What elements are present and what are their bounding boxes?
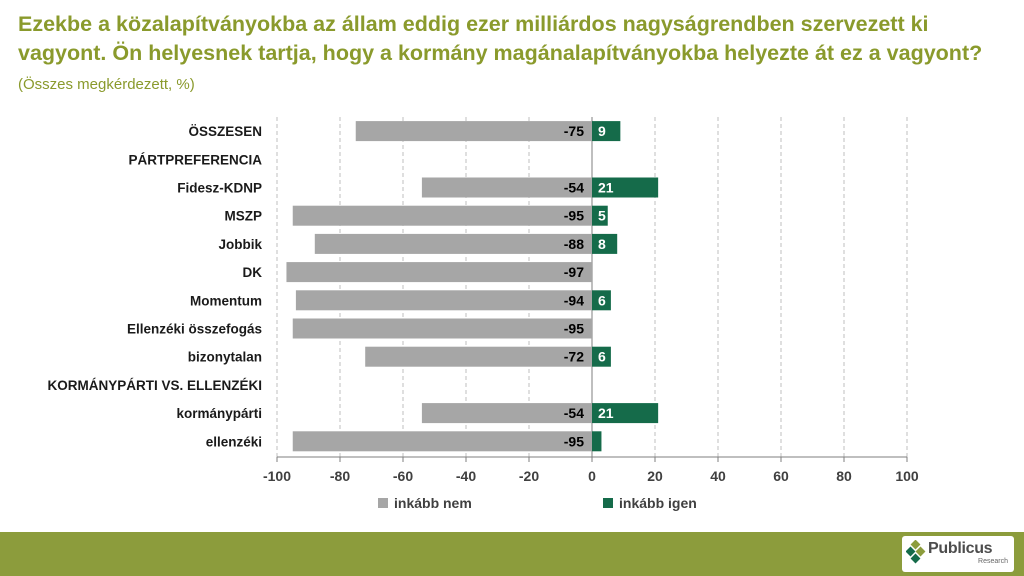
category-label: MSZP: [224, 209, 262, 224]
data-label-inkabb-igen: 21: [598, 405, 614, 421]
data-label-inkabb-igen: 8: [598, 236, 606, 252]
bar-inkabb-nem: [292, 205, 592, 226]
data-label-inkabb-nem: -88: [564, 236, 584, 252]
diverging-bar-chart: -100 -80 -60 -40 -20 0 20 40 60 80 100 ÖSSZESEN -75 9…: [47, 117, 919, 511]
x-tick-label: -20: [519, 468, 539, 484]
category-label: ellenzéki: [206, 434, 262, 449]
chart-title: Ezekbe a közalapítványokba az állam eddi…: [18, 10, 1008, 99]
category-label: KORMÁNYPÁRTI VS. ELLENZÉKI: [47, 378, 262, 393]
bar-inkabb-igen: [592, 346, 611, 367]
data-label-inkabb-nem: -54: [564, 180, 584, 196]
data-label-inkabb-igen: 5: [598, 208, 606, 224]
publicus-logo-icon: [906, 540, 926, 564]
category-label: Momentum: [190, 293, 262, 308]
x-tick-label: -80: [330, 468, 350, 484]
x-tick-label: -40: [456, 468, 476, 484]
bar-inkabb-nem: [295, 290, 592, 311]
data-label-inkabb-nem: -95: [564, 208, 584, 224]
footer-band: [0, 532, 1024, 576]
x-tick-label: 0: [588, 468, 596, 484]
x-tick-label: 20: [647, 468, 663, 484]
bar-inkabb-nem: [314, 233, 592, 254]
legend-label-inkabb-igen: inkább igen: [619, 495, 697, 511]
publicus-logo: Publicus Research: [902, 536, 1014, 572]
title-main: Ezekbe a közalapítványokba az állam eddi…: [18, 12, 983, 65]
data-label-inkabb-igen: 6: [598, 349, 606, 365]
category-label: Ellenzéki összefogás: [127, 322, 262, 337]
legend-swatch-inkabb-nem: [378, 498, 388, 508]
category-label: Fidesz-KDNP: [177, 181, 262, 196]
bar-inkabb-igen: [592, 177, 659, 198]
data-label-inkabb-nem: -95: [564, 433, 584, 449]
data-label-inkabb-nem: -94: [564, 292, 584, 308]
category-label: bizonytalan: [188, 350, 262, 365]
logo-sub: Research: [978, 558, 1008, 565]
bar-inkabb-igen: [592, 403, 659, 424]
data-label-inkabb-igen: 6: [598, 292, 606, 308]
bar-inkabb-igen: [592, 205, 608, 226]
bar-inkabb-nem: [292, 318, 592, 339]
category-label: DK: [243, 265, 263, 280]
data-label-inkabb-nem: -97: [564, 264, 584, 280]
x-tick-label: -100: [263, 468, 291, 484]
x-tick-label: 100: [895, 468, 919, 484]
bar-inkabb-igen: [592, 290, 611, 311]
data-label-inkabb-igen: 9: [598, 123, 606, 139]
bar-inkabb-nem: [292, 431, 592, 452]
bar-inkabb-igen: [592, 121, 621, 142]
x-tick-label: 80: [836, 468, 852, 484]
title-note: (Összes megkérdezett, %): [18, 76, 195, 93]
data-label-inkabb-nem: -72: [564, 349, 584, 365]
category-label: kormánypárti: [176, 406, 262, 421]
data-label-inkabb-nem: -95: [564, 321, 584, 337]
logo-name: Publicus: [928, 540, 993, 557]
x-tick-label: 60: [773, 468, 789, 484]
bar-inkabb-nem: [421, 177, 592, 198]
bar-inkabb-igen: [592, 431, 602, 452]
data-label-inkabb-nem: -54: [564, 405, 584, 421]
bar-inkabb-nem: [286, 262, 592, 283]
x-tick-label: 40: [710, 468, 726, 484]
category-label: Jobbik: [218, 237, 262, 252]
legend-swatch-inkabb-igen: [603, 498, 613, 508]
bar-inkabb-nem: [365, 346, 592, 367]
legend-label-inkabb-nem: inkább nem: [394, 495, 472, 511]
category-label: PÁRTPREFERENCIA: [128, 152, 262, 167]
bar-inkabb-nem: [421, 403, 592, 424]
data-label-inkabb-nem: -75: [564, 123, 584, 139]
category-label: ÖSSZESEN: [188, 124, 262, 139]
x-tick-label: -60: [393, 468, 413, 484]
data-label-inkabb-igen: 21: [598, 180, 614, 196]
bar-inkabb-nem: [355, 121, 592, 142]
bar-inkabb-igen: [592, 233, 618, 254]
